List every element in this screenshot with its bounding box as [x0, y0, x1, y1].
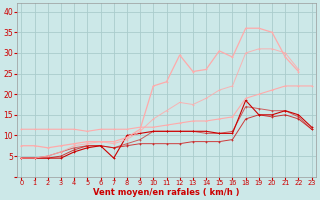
X-axis label: Vent moyen/en rafales ( km/h ): Vent moyen/en rafales ( km/h ) [93, 188, 240, 197]
